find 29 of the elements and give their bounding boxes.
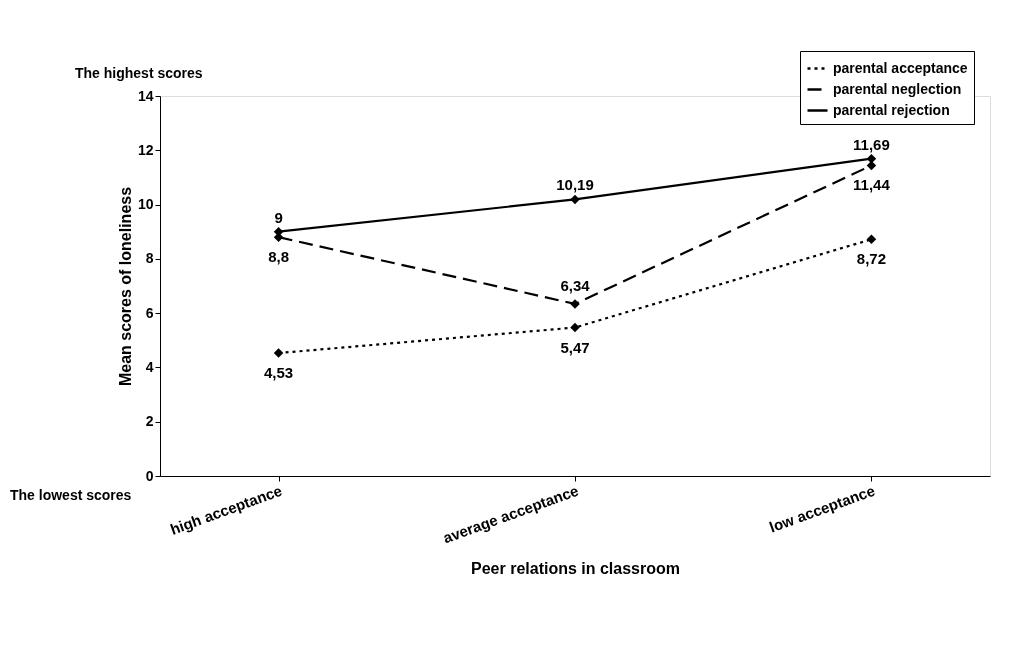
data-label: 6,34 bbox=[560, 276, 591, 294]
y-tick-label: 8 bbox=[145, 250, 154, 267]
data-label: 11,44 bbox=[853, 176, 891, 194]
point bbox=[570, 322, 580, 333]
data-label: 8,8 bbox=[268, 248, 289, 266]
data-label: 4,53 bbox=[263, 364, 294, 382]
y-tick-label: 12 bbox=[137, 141, 154, 158]
y-tick-label: 6 bbox=[145, 304, 154, 321]
x-axis-title: Peer relations in classroom bbox=[471, 560, 680, 578]
data-label: 5,47 bbox=[560, 338, 590, 356]
data-label: 9 bbox=[274, 208, 283, 226]
y-tick-label: 14 bbox=[137, 87, 154, 104]
legend-label: parental rejection bbox=[833, 101, 950, 118]
y-tick-label: 10 bbox=[137, 196, 154, 213]
text: The highest scores bbox=[75, 65, 203, 81]
y-axis-title: Mean scores of loneliness bbox=[116, 186, 134, 387]
point bbox=[866, 153, 877, 164]
data-label: 11,69 bbox=[853, 135, 890, 153]
point bbox=[273, 348, 284, 358]
text: The lowest scores bbox=[10, 487, 132, 503]
data-label: 8,72 bbox=[856, 250, 887, 268]
y-tick-label: 0 bbox=[145, 467, 154, 484]
y-tick-label: 4 bbox=[145, 358, 154, 375]
point bbox=[570, 194, 580, 205]
legend-label: parental acceptance bbox=[833, 59, 968, 76]
point bbox=[866, 234, 877, 245]
legend-label: parental neglection bbox=[833, 80, 962, 97]
data-label: 10,19 bbox=[556, 176, 594, 194]
y-tick-label: 2 bbox=[145, 413, 154, 430]
